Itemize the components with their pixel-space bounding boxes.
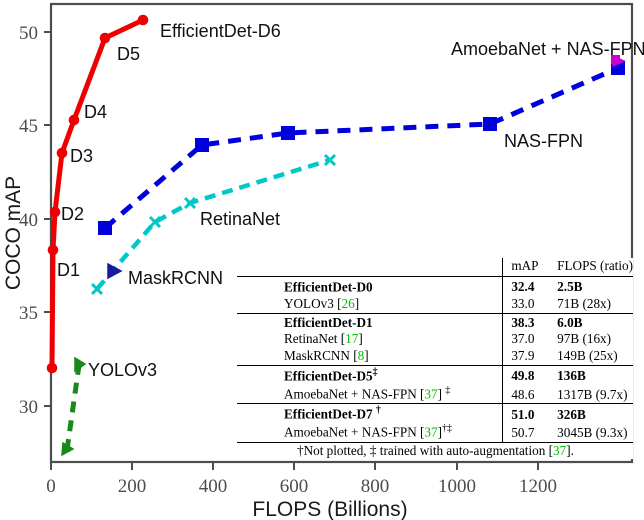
row-map: 51.0 bbox=[511, 406, 535, 422]
y-tick-50: 50 bbox=[19, 23, 38, 44]
table-header-row: mAP FLOPS (ratio) bbox=[237, 258, 633, 277]
table-row: EfficientDet-D5‡ 49.8 136B bbox=[237, 364, 633, 386]
row-name: RetinaNet bbox=[284, 331, 338, 347]
annotation-d5: D5 bbox=[117, 44, 140, 64]
series-efficientdet bbox=[46, 14, 149, 374]
row-map: 50.7 bbox=[511, 424, 535, 440]
row-flops: 97B (16x) bbox=[557, 331, 612, 347]
row-map: 37.0 bbox=[511, 331, 535, 347]
row-map: 32.4 bbox=[511, 279, 535, 295]
row-ref: 37 bbox=[424, 424, 438, 440]
row-name: EfficientDet-D7 bbox=[284, 406, 373, 422]
annotation-nasfpn: NAS-FPN bbox=[504, 131, 583, 151]
comparison-table: mAP FLOPS (ratio) EfficientDet-D0 32.4 2… bbox=[237, 258, 633, 460]
annotation-retinanet: RetinaNet bbox=[200, 209, 280, 229]
series-retinanet bbox=[90, 153, 337, 296]
row-flops: 1317B (9.7x) bbox=[557, 386, 628, 402]
x-tick-200: 200 bbox=[118, 476, 147, 497]
table-row: RetinaNet [17] 37.0 97B (16x) bbox=[284, 331, 612, 349]
x-axis-ticks bbox=[50, 462, 539, 470]
row-flops: 71B (28x) bbox=[557, 295, 612, 311]
row-map: 48.6 bbox=[511, 386, 535, 402]
row-ref: 17 bbox=[345, 331, 359, 347]
row-name: AmoebaNet + NAS-FPN bbox=[284, 424, 417, 440]
table-row: YOLOv3 [26] 33.0 71B (28x) bbox=[237, 295, 633, 314]
x-tick-400: 400 bbox=[199, 476, 228, 497]
row-map: 49.8 bbox=[511, 368, 535, 384]
table-row: AmoebaNet + NAS-FPN [37] ‡ 48.6 1317B (9… bbox=[237, 385, 633, 404]
row-name: EfficientDet-D0 bbox=[284, 279, 373, 295]
x-tick-800: 800 bbox=[361, 476, 390, 497]
header-flops: FLOPS (ratio) bbox=[557, 258, 633, 273]
series-maskrcnn bbox=[107, 262, 123, 280]
x-axis-title: FLOPS (Billions) bbox=[252, 498, 407, 520]
magenta-marker bbox=[611, 54, 626, 68]
y-tick-40: 40 bbox=[19, 210, 38, 231]
header-name bbox=[237, 258, 503, 276]
row-name: AmoebaNet + NAS-FPN bbox=[284, 386, 417, 402]
annotation-d1: D1 bbox=[57, 260, 80, 280]
row-map: 33.0 bbox=[511, 295, 535, 311]
row-ref: 37 bbox=[424, 386, 438, 402]
y-tick-45: 45 bbox=[19, 116, 38, 137]
header-map: mAP bbox=[502, 258, 551, 277]
y-axis-title: COCO mAP bbox=[2, 176, 25, 290]
footnote-text-a: †Not plotted, ‡ trained with auto-augmen… bbox=[297, 442, 553, 458]
annotation-yolov3: YOLOv3 bbox=[88, 360, 157, 380]
row-flops: 326B bbox=[557, 406, 586, 422]
row-flops: 2.5B bbox=[557, 279, 583, 295]
row-flops: 6.0B bbox=[557, 314, 583, 330]
plot-frame bbox=[49, 2, 634, 464]
table-row: EfficientDet-D1 38.3 6.0B bbox=[237, 312, 633, 332]
row-map: 38.3 bbox=[511, 314, 535, 330]
annotation-efficientdet-d6: EfficientDet-D6 bbox=[160, 21, 281, 41]
footnote-ref: 37 bbox=[553, 442, 567, 458]
annotation-d4: D4 bbox=[84, 102, 107, 122]
row-sup: ‡ bbox=[372, 366, 378, 378]
row-flops: 3045B (9.3x) bbox=[557, 424, 628, 440]
x-axis-tick-labels: 0 200 400 600 800 1000 1200 bbox=[46, 476, 557, 497]
row-flops: 149B (25x) bbox=[557, 348, 618, 364]
y-tick-35: 35 bbox=[19, 303, 38, 324]
y-axis-ticks bbox=[44, 31, 51, 407]
x-tick-0: 0 bbox=[46, 476, 56, 497]
row-name: YOLOv3 bbox=[284, 295, 334, 311]
y-tick-30: 30 bbox=[19, 397, 38, 418]
row-name: MaskRCNN bbox=[284, 348, 350, 364]
row-name: EfficientDet-D5 bbox=[284, 368, 373, 384]
chart-annotations: EfficientDet-D6 D5 D4 D3 D2 D1 MaskRCNN … bbox=[57, 21, 644, 380]
annotation-amoebanet: AmoebaNet + NAS-FPN bbox=[451, 39, 644, 59]
row-flops: 136B bbox=[557, 368, 586, 384]
row-ref: 8 bbox=[357, 348, 365, 364]
table-row: AmoebaNet + NAS-FPN [37]†‡ 50.7 3045B (9… bbox=[237, 423, 633, 443]
series-yolov3 bbox=[61, 356, 87, 457]
table-row: EfficientDet-D0 32.4 2.5B bbox=[237, 275, 633, 296]
annotation-d3: D3 bbox=[70, 146, 93, 166]
x-tick-1200: 1200 bbox=[519, 476, 557, 497]
y-axis-tick-labels: 50 45 40 35 30 bbox=[19, 23, 38, 418]
row-map: 37.9 bbox=[511, 348, 535, 364]
table-row: MaskRCNN [8] 37.9 149B (25x) bbox=[237, 348, 633, 366]
table-row: EfficientDet-D7 † 51.0 326B bbox=[237, 403, 633, 424]
table-footnote-row: †Not plotted, ‡ trained with auto-augmen… bbox=[237, 441, 633, 460]
row-ref: 26 bbox=[341, 295, 355, 311]
x-tick-1000: 1000 bbox=[438, 476, 476, 497]
annotation-d2: D2 bbox=[61, 204, 84, 224]
footnote-text-b: ]. bbox=[566, 442, 574, 458]
row-sup: † bbox=[375, 405, 381, 417]
row-name: EfficientDet-D1 bbox=[284, 314, 373, 330]
row-sup: ‡ bbox=[445, 385, 451, 397]
annotation-maskrcnn: MaskRCNN bbox=[128, 268, 223, 288]
x-tick-600: 600 bbox=[280, 476, 309, 497]
row-sup: †‡ bbox=[442, 423, 453, 435]
series-nasfpn bbox=[98, 54, 626, 235]
